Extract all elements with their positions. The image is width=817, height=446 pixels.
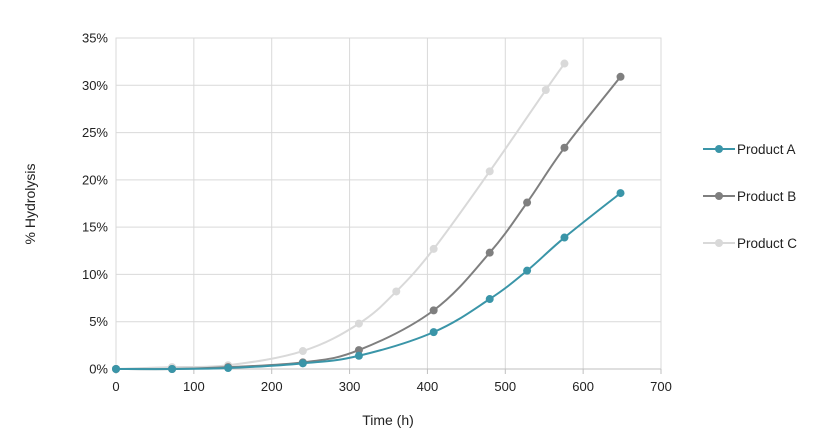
legend-label: Product B	[737, 189, 796, 204]
x-tick-label: 500	[494, 379, 516, 394]
legend-item-product-b: Product B	[703, 189, 796, 204]
series-line-product-b	[115, 75, 622, 371]
legend-marker	[715, 145, 723, 153]
data-point-product-a	[354, 351, 363, 360]
data-point-product-a	[429, 328, 438, 337]
data-point-product-c	[392, 287, 401, 296]
x-tick-label: 100	[183, 379, 205, 394]
data-point-product-b	[354, 346, 363, 355]
x-tick-label: 400	[417, 379, 439, 394]
x-tick-label: 0	[112, 379, 119, 394]
x-axis-title: Time (h)	[362, 412, 414, 428]
y-tick-label: 0%	[89, 362, 108, 377]
data-point-product-c	[560, 59, 569, 68]
y-tick-label: 15%	[82, 220, 108, 235]
x-tick-label: 300	[339, 379, 361, 394]
x-tick-label: 700	[650, 379, 672, 394]
y-tick-label: 5%	[89, 314, 108, 329]
series-product-b	[112, 72, 625, 373]
data-point-product-a	[298, 359, 307, 368]
series-line-product-c	[115, 62, 566, 370]
gridlines	[115, 37, 662, 370]
y-tick-label: 10%	[82, 267, 108, 282]
data-point-product-b	[429, 306, 438, 315]
legend: Product A Product B Product C	[703, 142, 797, 251]
data-point-product-a	[112, 365, 120, 373]
data-point-product-a	[616, 189, 625, 198]
data-point-product-c	[298, 347, 307, 356]
data-point-product-b	[616, 72, 625, 81]
legend-marker	[715, 192, 723, 200]
legend-marker	[715, 239, 723, 247]
legend-item-product-a: Product A	[703, 142, 796, 157]
data-point-product-b	[560, 143, 569, 152]
y-tick-label: 20%	[82, 172, 108, 187]
plot-area-border	[115, 37, 662, 370]
y-axis-title: % Hydrolysis	[22, 164, 38, 245]
data-point-product-a	[485, 295, 494, 304]
data-point-product-b	[523, 198, 532, 207]
legend-item-product-c: Product C	[703, 236, 797, 251]
y-tick-label: 25%	[82, 125, 108, 140]
y-tick-label: 30%	[82, 78, 108, 93]
data-point-product-c	[429, 244, 438, 253]
data-point-product-c	[485, 167, 494, 176]
series-line-product-a	[115, 192, 622, 371]
data-point-product-c	[541, 86, 550, 95]
data-point-product-c	[354, 319, 363, 328]
y-tick-label: 35%	[82, 31, 108, 46]
data-point-product-a	[168, 365, 177, 373]
legend-label: Product C	[737, 236, 797, 251]
series-product-c	[112, 59, 569, 373]
series-lines	[112, 59, 625, 373]
legend-label: Product A	[737, 142, 796, 157]
data-point-product-a	[560, 233, 569, 242]
x-tick-label: 600	[572, 379, 594, 394]
data-point-product-b	[485, 248, 494, 257]
data-point-product-a	[224, 364, 233, 373]
x-tick-label: 200	[261, 379, 283, 394]
series-product-a	[112, 189, 625, 373]
axes: Time (h) % Hydrolysis 0% 5% 10% 15% 20% 25% 30…	[22, 31, 672, 429]
data-point-product-a	[523, 266, 532, 275]
